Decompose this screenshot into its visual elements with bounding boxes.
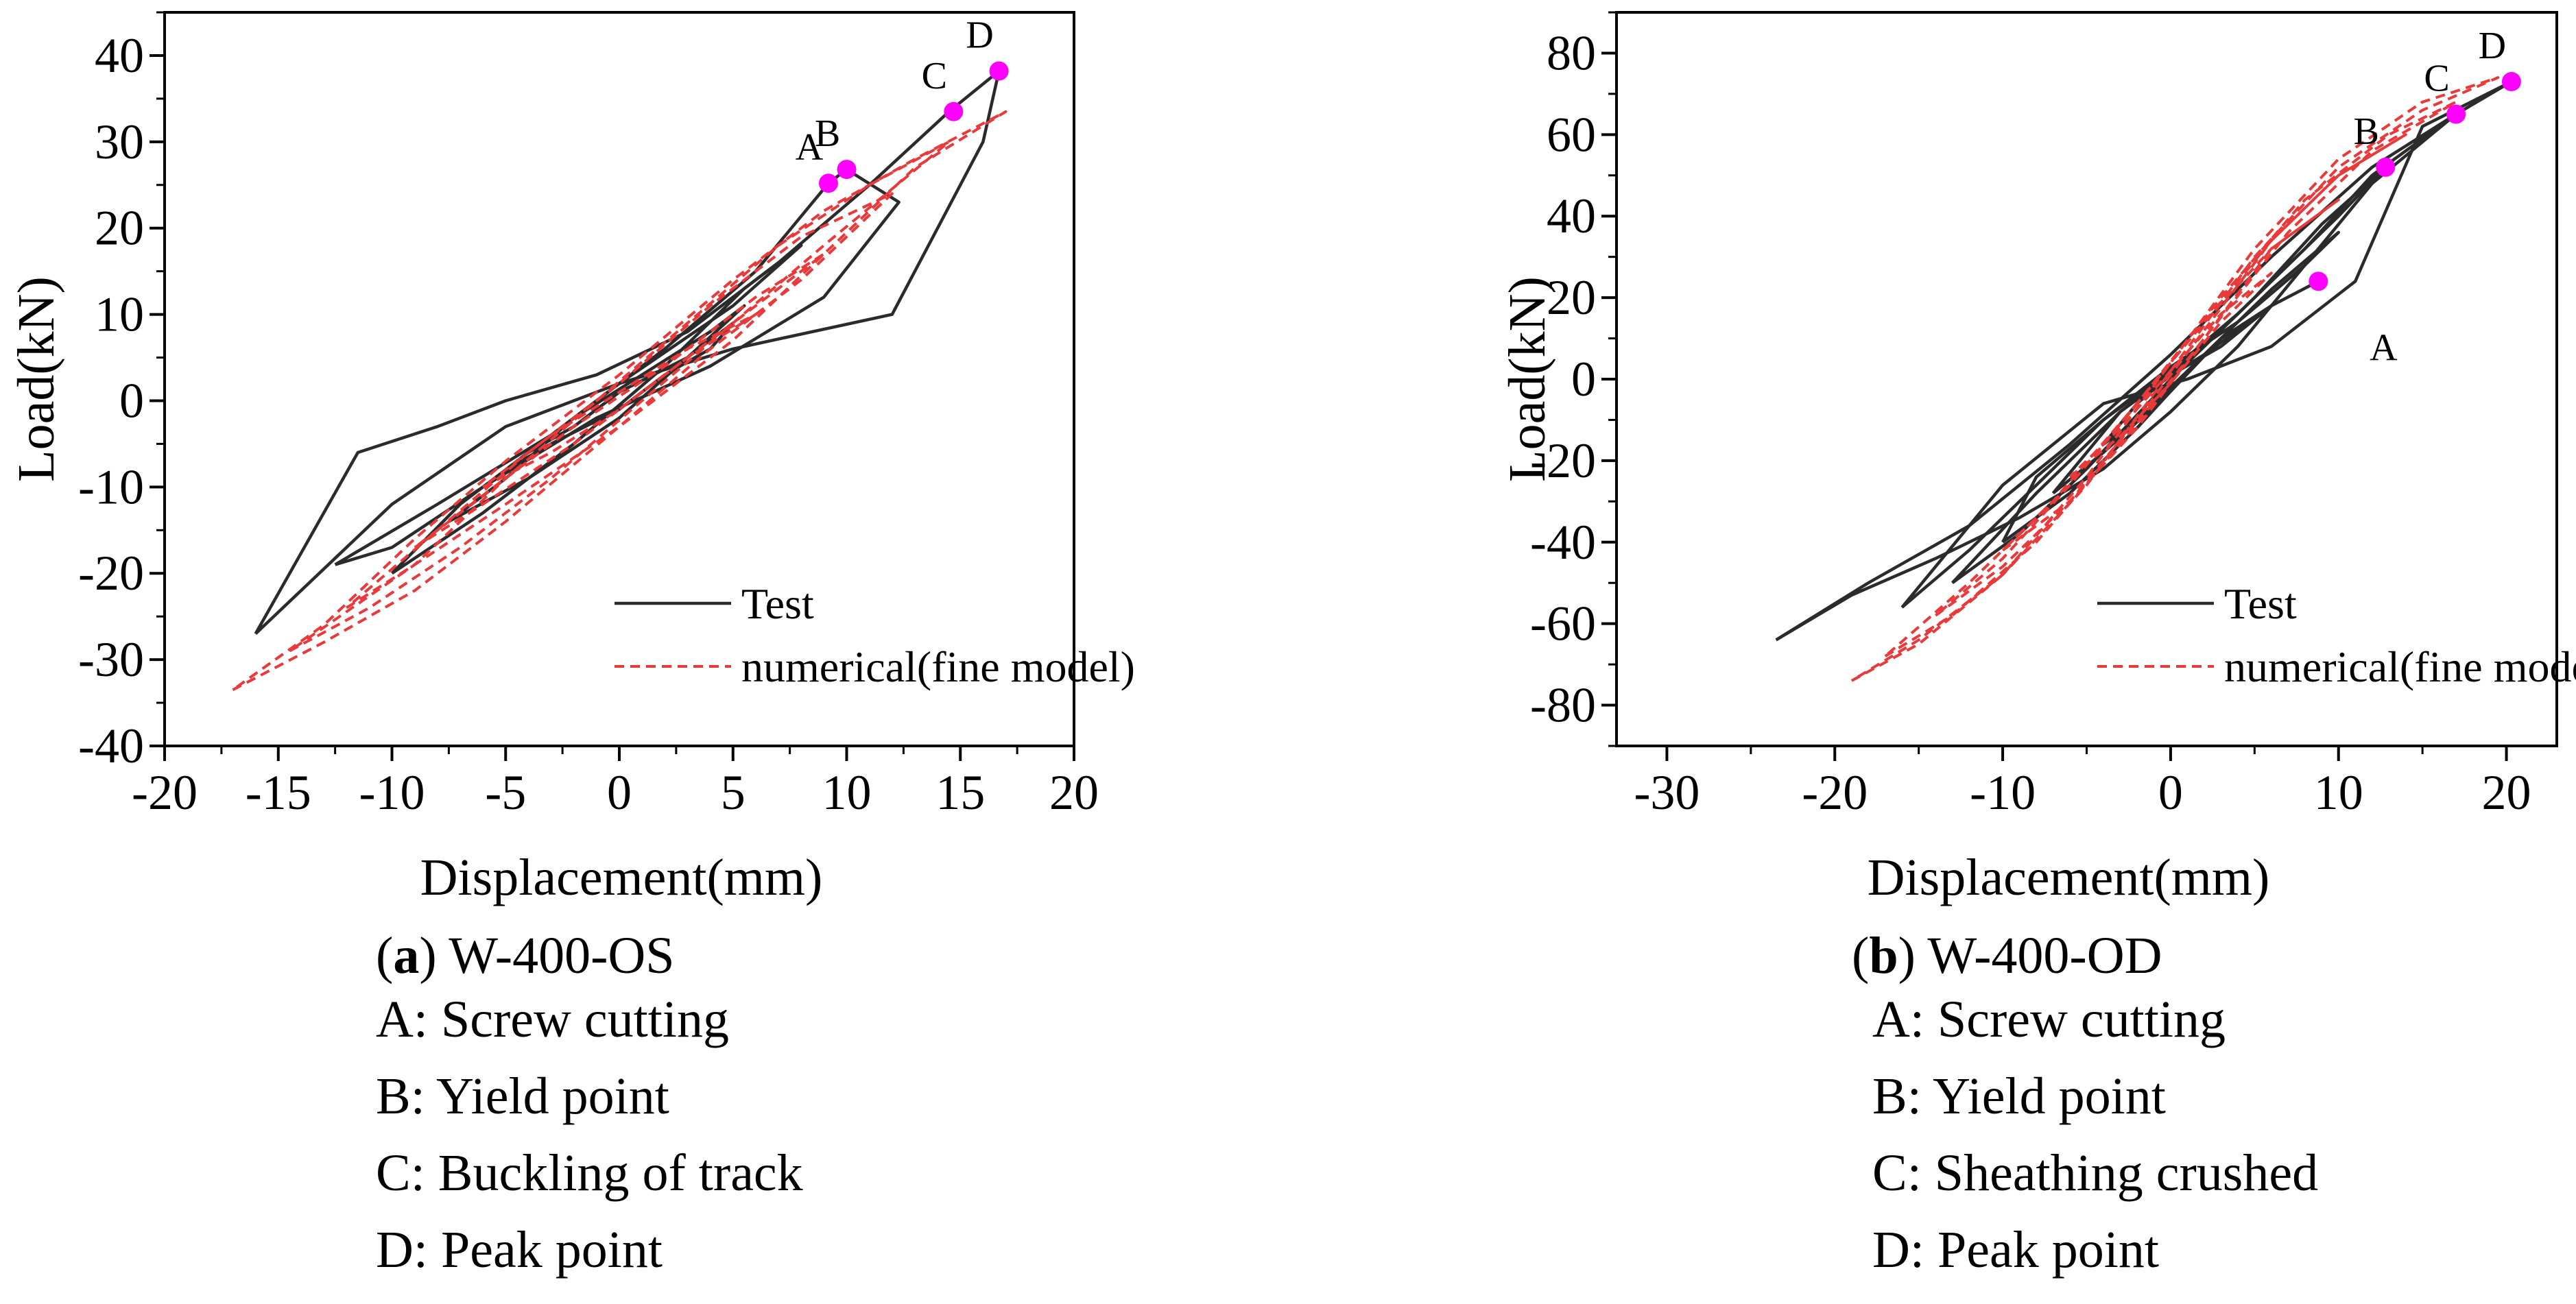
y-tick-label: 40 xyxy=(95,28,144,83)
y-tick-label: -40 xyxy=(1530,515,1596,570)
x-tick-label: -5 xyxy=(485,765,526,820)
numerical-loop xyxy=(1850,76,2500,682)
x-tick-label: -20 xyxy=(1802,765,1868,820)
y-tick-label: -10 xyxy=(78,459,144,514)
y-tick-label: 40 xyxy=(1547,189,1596,243)
x-tick-label: 20 xyxy=(1049,765,1099,820)
point-label-C: C xyxy=(922,55,947,97)
x-tick-label: 0 xyxy=(2158,765,2183,820)
note-a-4: D: Peak point xyxy=(376,1221,663,1279)
legend-test-label: Test xyxy=(2224,579,2297,628)
legend-numerical-label: numerical(fine model) xyxy=(741,642,1135,691)
y-axis-label: Load(kN) xyxy=(8,276,65,482)
point-B xyxy=(2376,157,2396,177)
note-b-2: B: Yield point xyxy=(1872,1067,2166,1125)
note-b-4: D: Peak point xyxy=(1872,1221,2159,1279)
caption-a-title: W-400-OS xyxy=(449,927,675,985)
caption-b-title: W-400-OD xyxy=(1927,927,2162,985)
series-numerical-b xyxy=(1850,76,2500,682)
y-tick-label: -60 xyxy=(1530,596,1596,651)
notes-b: A: Screw cutting B: Yield point C: Sheat… xyxy=(1872,990,2318,1297)
point-label-B: B xyxy=(815,112,840,155)
chart-a: -20 -15 -10 -5 0 5 10 15 20 -40 -30 -20 -10 0 10 20 30 40… xyxy=(8,11,1135,906)
y-tick-label: -20 xyxy=(1530,433,1596,488)
point-label-B: B xyxy=(2354,110,2379,153)
x-tick-label: 15 xyxy=(935,765,985,820)
plot-frame-b xyxy=(1615,11,2558,747)
note-b-1: A: Screw cutting xyxy=(1872,991,2226,1048)
test-loop xyxy=(334,167,901,566)
numerical-loop xyxy=(1934,133,2407,617)
point-C xyxy=(2446,104,2466,124)
point-label-A: A xyxy=(2370,326,2398,369)
x-tick-label: -15 xyxy=(246,765,311,820)
caption-b-letter: b xyxy=(1869,927,1898,985)
note-a-3: C: Buckling of track xyxy=(376,1144,803,1202)
test-loop xyxy=(1775,112,2458,642)
chart-b: -30 -20 -10 0 10 20 -80 -60 -40 -20 0 20 40 60 80 Displ… xyxy=(1499,11,2576,906)
y-tick-label: 20 xyxy=(1547,270,1596,325)
point-D xyxy=(989,61,1009,81)
numerical-loop xyxy=(289,140,951,653)
numerical-loop xyxy=(345,192,894,609)
point-C xyxy=(944,101,964,121)
y-tick-label: 80 xyxy=(1547,25,1596,80)
point-A xyxy=(818,173,838,193)
point-B xyxy=(837,160,857,180)
numerical-loop xyxy=(232,110,1007,691)
caption-a: (a) W-400-OS xyxy=(376,927,675,985)
y-tick-label: 10 xyxy=(95,287,144,342)
y-tick-label: -80 xyxy=(1530,678,1596,733)
point-D xyxy=(2501,72,2521,92)
series-test-a xyxy=(254,69,1001,636)
point-label-D: D xyxy=(966,14,993,57)
series-numerical-a xyxy=(232,110,1007,691)
x-axis-label: Displacement(mm) xyxy=(1868,849,2270,906)
point-label-A: A xyxy=(796,126,824,169)
test-loop xyxy=(254,69,1001,636)
y-tick-label: 0 xyxy=(1571,352,1596,407)
caption-b: (b) W-400-OD xyxy=(1852,927,2162,985)
y-tick-label: -30 xyxy=(78,632,144,687)
x-tick-label: -20 xyxy=(132,765,198,820)
y-tick-label: 0 xyxy=(119,373,144,428)
x-tick-label: 10 xyxy=(2314,765,2363,820)
x-tick-label: -10 xyxy=(359,765,425,820)
legend-test-label: Test xyxy=(741,579,814,628)
note-a-1: A: Screw cutting xyxy=(376,991,730,1048)
point-label-C: C xyxy=(2424,58,2449,100)
note-b-3: C: Sheathing crushed xyxy=(1872,1144,2319,1202)
x-tick-label: 0 xyxy=(607,765,632,820)
y-tick-label: -20 xyxy=(78,546,144,601)
caption-a-letter: a xyxy=(393,927,420,985)
legend-numerical-label: numerical(fine model) xyxy=(2224,642,2576,691)
y-tick-label: 20 xyxy=(95,201,144,256)
x-tick-label: 20 xyxy=(2482,765,2531,820)
notes-a: A: Screw cutting B: Yield point C: Buckl… xyxy=(376,990,803,1297)
x-tick-label: 5 xyxy=(721,765,746,820)
note-a-2: B: Yield point xyxy=(376,1067,669,1125)
y-axis-label: Load(kN) xyxy=(1499,276,1556,482)
point-label-D: D xyxy=(2479,25,2506,67)
series-test-b xyxy=(1775,80,2514,642)
numerical-loop xyxy=(481,313,757,489)
x-tick-label: -10 xyxy=(1970,765,2036,820)
x-tick-label: 10 xyxy=(822,765,872,820)
y-tick-label: 60 xyxy=(1547,107,1596,162)
y-tick-label: -40 xyxy=(78,719,144,773)
x-axis-label: Displacement(mm) xyxy=(420,849,823,906)
y-tick-label: 30 xyxy=(95,114,144,169)
x-tick-label: -30 xyxy=(1634,765,1700,820)
point-A xyxy=(2309,271,2328,291)
